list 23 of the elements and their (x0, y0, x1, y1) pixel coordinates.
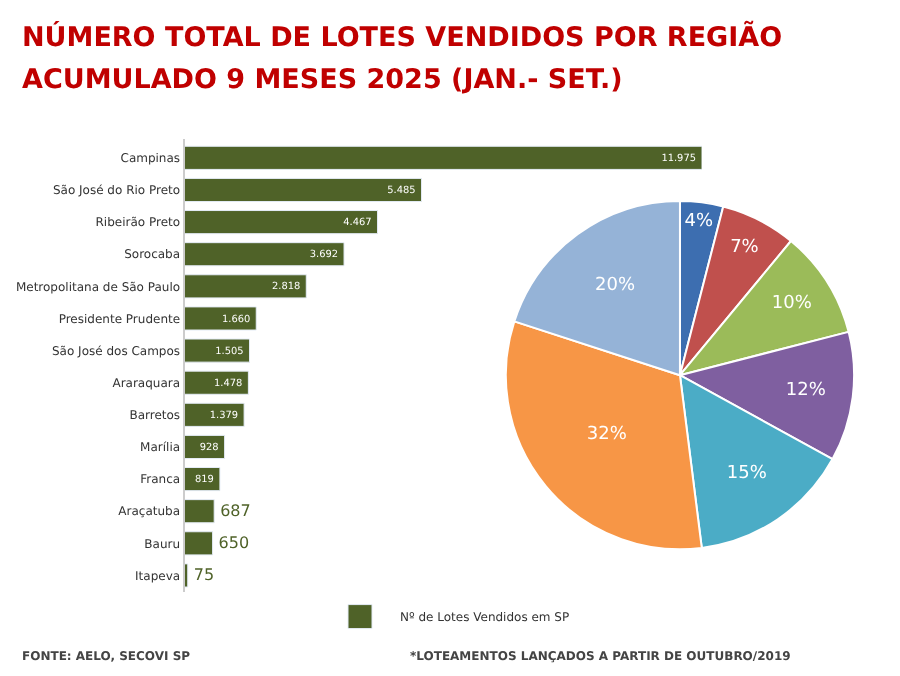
data-label: 687 (220, 502, 251, 521)
data-label: 32% (586, 425, 628, 446)
data-label: 75 (193, 566, 215, 585)
chart-subtitle: ACUMULADO 9 MESES 2025 (JAN.- SET.) (22, 64, 623, 96)
data-label: 10% (771, 293, 813, 314)
bar (184, 274, 307, 299)
bar (184, 531, 214, 556)
data-label: 12% (785, 381, 827, 402)
data-label: 4% (684, 211, 715, 232)
data-label: 15% (726, 464, 768, 485)
chart-title: NÚMERO TOTAL DE LOTES VENDIDOS POR REGIÃO (22, 20, 783, 54)
bar (184, 306, 257, 331)
bar (184, 370, 249, 395)
bar (184, 402, 245, 427)
bar (184, 499, 215, 524)
data-label: 7% (730, 237, 760, 258)
bar (184, 210, 379, 235)
bar (184, 338, 251, 363)
data-label: 650 (218, 534, 250, 553)
data-label: 20% (595, 276, 636, 297)
bar (184, 242, 345, 267)
bar (184, 145, 702, 170)
bar (184, 177, 423, 203)
